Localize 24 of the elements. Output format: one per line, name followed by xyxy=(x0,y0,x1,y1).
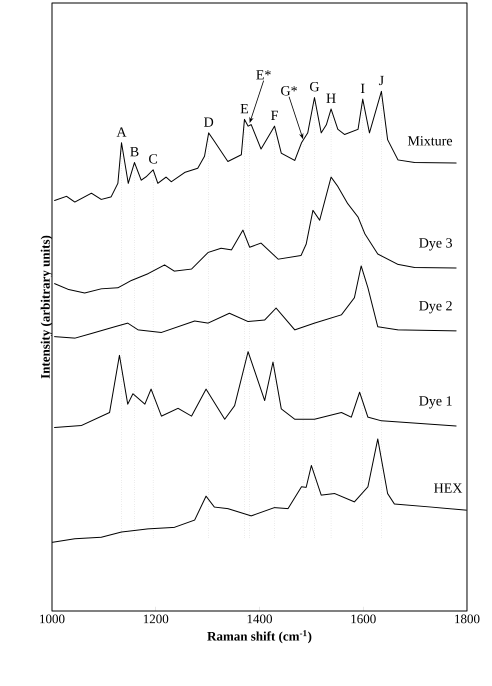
annotation: E xyxy=(240,104,248,114)
annotation: I xyxy=(360,84,365,93)
annotation: G xyxy=(310,82,320,92)
annotation: F xyxy=(271,110,278,120)
annotation: C xyxy=(149,154,158,164)
series-label: Mixture xyxy=(408,136,452,146)
annotation: B xyxy=(130,147,138,156)
series-label: Dye 1 xyxy=(419,396,452,408)
series-label: Dye 3 xyxy=(419,238,452,250)
annotation: D xyxy=(204,118,214,127)
x-tick-label: 1000 xyxy=(40,614,65,624)
annotation: J xyxy=(378,76,384,86)
x-tick-label: 1800 xyxy=(455,614,480,624)
annotation: G* xyxy=(281,86,297,96)
annotation: A xyxy=(116,127,126,137)
x-tick-label: 1200 xyxy=(144,614,168,624)
x-tick-label: 1400 xyxy=(248,614,272,624)
x-tick-label: 1600 xyxy=(351,614,376,624)
annotation: E* xyxy=(256,70,271,80)
series-label: Dye 2 xyxy=(419,301,452,314)
annotation: H xyxy=(326,94,336,103)
series-label: HEX xyxy=(434,483,462,493)
x-axis-title: Raman shift (cm$^{-1}$) xyxy=(207,630,312,644)
y-axis-title: Intensity (arbitrary units) xyxy=(40,236,52,378)
